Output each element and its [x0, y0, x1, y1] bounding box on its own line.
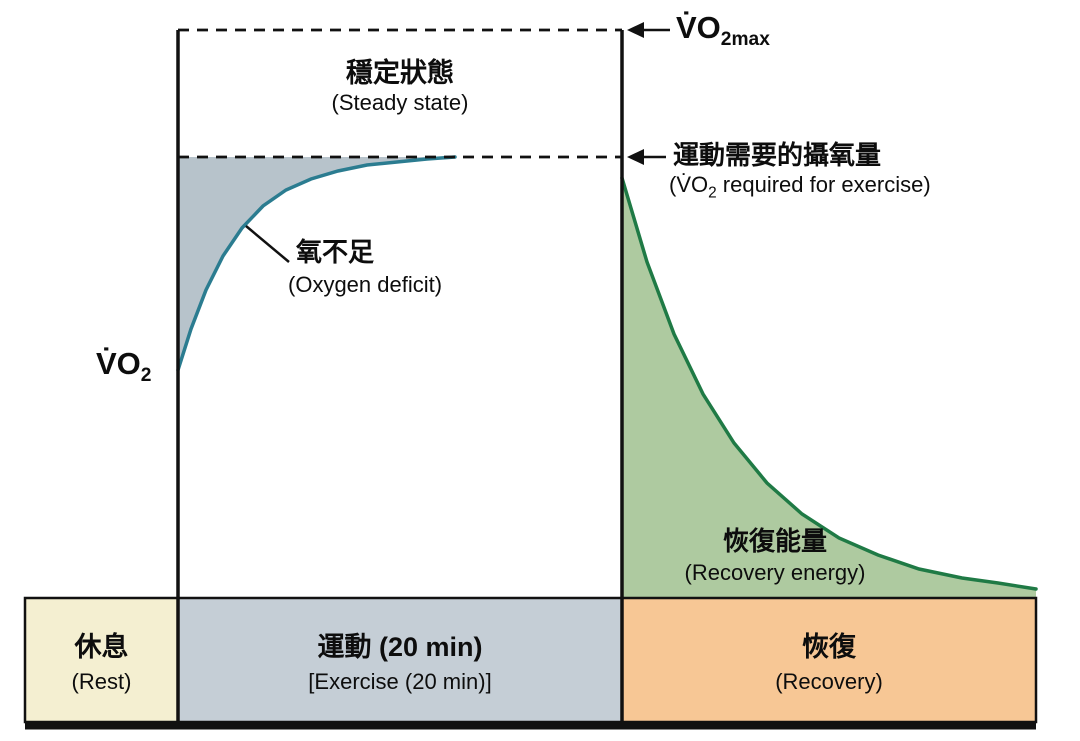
oxygen-deficit-label-en: (Oxygen deficit) [288, 272, 443, 297]
exercise-band-label: 運動 (20 min) [Exercise (20 min)] [178, 598, 622, 722]
vo2-required-arrowhead-icon [627, 149, 644, 165]
steady-state-label-en: (Steady state) [331, 90, 469, 115]
oxygen-deficit-pointer-line [245, 225, 290, 263]
recovery-energy-area [622, 178, 1036, 598]
rest-band-label: 休息 (Rest) [25, 598, 178, 722]
recovery-label-zh: 恢復 [802, 632, 856, 662]
oxygen-deficit-label-zh: 氧不足 [296, 237, 375, 267]
recovery-band [620, 596, 1038, 724]
exercise-vo2-curve [176, 155, 457, 372]
vo2max-arrowhead-icon [627, 22, 644, 38]
recovery-band-label: 恢復 (Recovery) [622, 598, 1036, 722]
vo2max-label: V̇O2max [676, 10, 770, 51]
y-axis-label: V̇O2 [96, 346, 152, 387]
recovery-vo2-curve [620, 176, 1038, 591]
recovery-energy-label-en: (Recovery energy) [684, 560, 866, 585]
exercise-label-en: [Exercise (20 min)] [308, 669, 492, 694]
recovery-label-en: (Recovery) [775, 669, 883, 694]
rest-label-zh: 休息 [74, 632, 129, 662]
recovery-energy-label-zh: 恢復能量 [722, 526, 827, 556]
vo2-required-label-en: (V̇O2 required for exercise) [669, 172, 931, 202]
exercise-label-zh: 運動 (20 min) [317, 632, 483, 662]
rest-band [23, 596, 180, 724]
vo2-required-label-zh: 運動需要的攝氧量 [673, 140, 882, 170]
rest-label-en: (Rest) [71, 669, 132, 694]
oxygen-deficit-area [178, 157, 455, 370]
steady-state-label-zh: 穩定狀態 [346, 58, 454, 88]
